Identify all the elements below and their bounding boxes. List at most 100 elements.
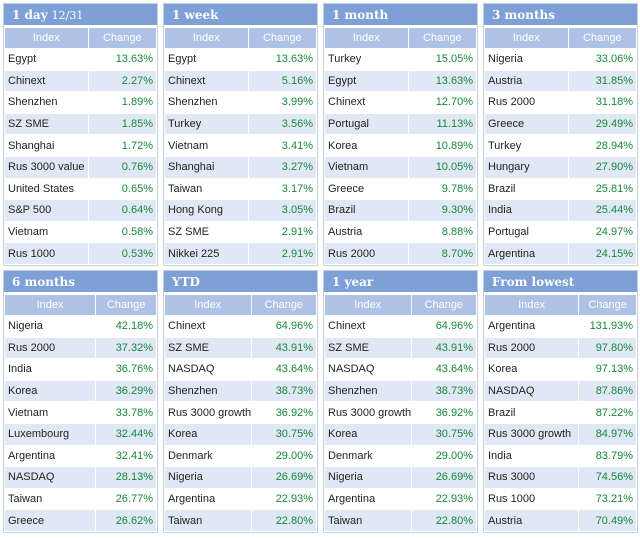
change-value: 1.89% [87, 91, 158, 114]
change-value: 43.64% [410, 358, 478, 381]
column-header-change[interactable]: Change [410, 294, 478, 316]
index-name: NASDAQ [3, 466, 97, 489]
panel-title: 3 months [484, 4, 637, 27]
column-header-index[interactable]: Index [3, 294, 97, 316]
panel-title-text: 1 month [332, 8, 389, 22]
change-value: 26.77% [95, 487, 157, 511]
column-header-index[interactable]: Index [4, 27, 89, 49]
change-value: 29.00% [410, 444, 478, 468]
change-value: 0.76% [87, 155, 158, 179]
table-row: Korea 97.13% [483, 358, 637, 381]
index-name: Hong Kong [164, 199, 249, 222]
index-name: Nigeria [3, 315, 97, 338]
panel-title-text: 6 months [12, 275, 75, 289]
index-name: Austria [324, 220, 409, 244]
table-row: Argentina 131.93% [483, 315, 637, 338]
change-value: 31.18% [567, 91, 638, 114]
column-header-change[interactable]: Change [95, 294, 157, 316]
table-row: Taiwan 26.77% [3, 487, 157, 511]
index-name: Rus 2000 [324, 242, 409, 265]
change-value: 30.75% [250, 422, 318, 446]
ranking-table: Index Change Turkey 15.05% Egypt 13.63% Chinex… [324, 27, 478, 265]
column-header-index[interactable]: Index [484, 27, 569, 49]
index-name: Shenzhen [324, 379, 412, 403]
index-name: Shenzhen [164, 91, 249, 114]
change-value: 9.30% [407, 199, 478, 222]
change-value: 64.96% [410, 315, 478, 338]
index-name: Rus 2000 [483, 336, 580, 360]
index-name: Argentina [324, 487, 412, 511]
column-header-index[interactable]: Index [324, 294, 412, 316]
column-header-change[interactable]: Change [407, 27, 478, 49]
change-value: 3.17% [247, 177, 318, 201]
change-value: 3.05% [247, 199, 318, 222]
index-name: NASDAQ [324, 358, 412, 381]
panel-from-lowest: From lowest Index Change Argentina 131.93% Ru… [483, 270, 638, 533]
change-value: 36.92% [410, 401, 478, 424]
change-value: 13.63% [407, 69, 478, 93]
table-row: Rus 1000 73.21% [483, 487, 637, 511]
index-name: Argentina [483, 315, 580, 338]
panel-title: YTD [164, 271, 317, 294]
change-value: 36.92% [250, 401, 318, 424]
table-row: Rus 3000 growth 36.92% [164, 401, 318, 424]
table-row: Rus 3000 74.56% [483, 466, 637, 489]
change-value: 3.56% [247, 112, 318, 136]
index-name: Brazil [324, 199, 409, 222]
change-value: 43.91% [250, 336, 318, 360]
ranking-table: Index Change Egypt 13.63% Chinext 5.16% Shenzh… [164, 27, 318, 265]
index-name: Luxembourg [3, 422, 97, 446]
index-name: Vietnam [3, 401, 97, 424]
index-name: India [484, 199, 569, 222]
index-name: India [483, 444, 580, 468]
change-value: 87.86% [578, 379, 637, 403]
column-header-change[interactable]: Change [567, 27, 638, 49]
column-header-change[interactable]: Change [578, 294, 637, 316]
table-row: Rus 3000 growth 84.97% [483, 422, 637, 446]
index-name: Chinext [4, 69, 89, 93]
change-value: 43.91% [410, 336, 478, 360]
change-value: 29.49% [567, 112, 638, 136]
column-header-index[interactable]: Index [164, 294, 252, 316]
index-name: Nigeria [164, 466, 252, 489]
index-name: SZ SME [4, 112, 89, 136]
index-name: Chinext [164, 69, 249, 93]
table-row: Shenzhen 38.73% [164, 379, 318, 403]
index-name: Rus 3000 growth [164, 401, 252, 424]
change-value: 12.70% [407, 91, 478, 114]
table-row: United States 0.65% [4, 177, 158, 201]
column-header-index[interactable]: Index [324, 27, 409, 49]
change-value: 32.41% [95, 444, 157, 468]
column-header-index[interactable]: Index [483, 294, 580, 316]
change-value: 30.75% [410, 422, 478, 446]
index-name: Chinext [164, 315, 252, 338]
column-header-change[interactable]: Change [247, 27, 318, 49]
table-row: Hong Kong 3.05% [164, 199, 318, 222]
change-value: 25.81% [567, 177, 638, 201]
index-name: Chinext [324, 91, 409, 114]
column-header-change[interactable]: Change [250, 294, 318, 316]
table-row: Egypt 13.63% [4, 48, 158, 71]
index-name: Korea [324, 134, 409, 157]
change-value: 22.93% [410, 487, 478, 511]
column-header-change[interactable]: Change [87, 27, 158, 49]
change-value: 0.64% [87, 199, 158, 222]
index-name: Hungary [484, 155, 569, 179]
column-header-index[interactable]: Index [164, 27, 249, 49]
table-row: SZ SME 2.91% [164, 220, 318, 244]
index-name: Nigeria [484, 48, 569, 71]
table-row: Argentina 22.93% [324, 487, 478, 511]
panel-title-text: 1 week [172, 8, 219, 22]
index-name: Denmark [324, 444, 412, 468]
ranking-table: Index Change Nigeria 42.18% Rus 2000 37.32% In… [3, 294, 157, 532]
change-value: 9.78% [407, 177, 478, 201]
panel-ytd: YTD Index Change Chinext 64.96% SZ SME 43.91% N… [163, 270, 318, 533]
change-value: 32.44% [95, 422, 157, 446]
index-name: Brazil [483, 401, 580, 424]
change-value: 1.85% [87, 112, 158, 136]
panel-1-day: 1 day 12/31 Index Change Egypt 13.63% Chinext 2… [3, 3, 158, 266]
change-value: 37.32% [95, 336, 157, 360]
panel-title: 1 month [324, 4, 477, 27]
index-name: Portugal [324, 112, 409, 136]
change-value: 33.78% [95, 401, 157, 424]
